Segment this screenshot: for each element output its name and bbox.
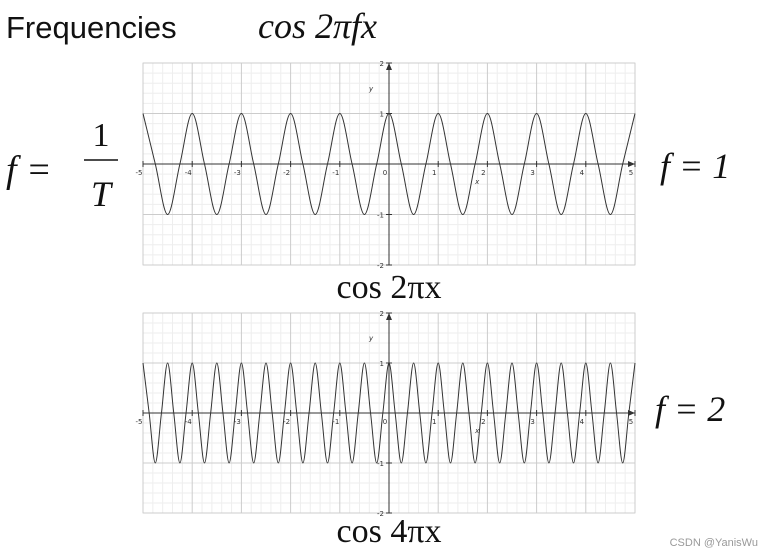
x-tick-label: -2 [283, 418, 290, 426]
x-tick-label: 2 [481, 169, 485, 177]
x-axis-arrow [628, 410, 635, 416]
chart-caption: cos 2πx [337, 269, 442, 306]
y-axis-label: y [368, 85, 374, 93]
formula: cos 2πfx [258, 6, 377, 46]
note-lhs: f = [6, 149, 52, 191]
slide-title: Frequencies [6, 10, 177, 45]
x-tick-label: -5 [136, 418, 143, 426]
x-tick-label: -4 [185, 418, 193, 426]
y-tick-label: 2 [380, 60, 384, 68]
x-tick-label: 0 [383, 418, 387, 426]
x-tick-label: 4 [580, 169, 585, 177]
x-tick-label: 2 [481, 418, 485, 426]
x-axis-label: x [474, 427, 480, 435]
x-tick-label: -5 [136, 169, 143, 177]
x-tick-label: 5 [629, 169, 633, 177]
y-tick-label: -2 [377, 262, 384, 270]
note-numerator: 1 [93, 117, 110, 154]
x-tick-label: 1 [432, 418, 436, 426]
frequency-label: f = 1 [660, 146, 730, 186]
x-tick-label: -1 [332, 418, 339, 426]
x-axis-arrow [628, 161, 635, 167]
x-tick-label: 0 [383, 169, 387, 177]
frequency-label: f = 2 [655, 389, 725, 429]
x-tick-label: 3 [530, 169, 534, 177]
y-axis-label: y [368, 335, 374, 343]
y-tick-label: -1 [377, 460, 384, 468]
curve [142, 362, 636, 464]
y-tick-label: 1 [380, 111, 384, 119]
x-tick-label: 5 [629, 418, 633, 426]
watermark: CSDN @YanisWu [670, 537, 758, 549]
x-tick-label: -1 [332, 169, 339, 177]
y-tick-label: -2 [377, 510, 384, 518]
x-tick-label: -4 [185, 169, 193, 177]
note-denominator: T [91, 174, 114, 214]
x-tick-label: 3 [530, 418, 534, 426]
x-tick-label: -2 [283, 169, 290, 177]
x-tick-label: -3 [234, 169, 241, 177]
y-axis-arrow [386, 313, 392, 320]
y-tick-label: 2 [380, 310, 384, 318]
chart-caption: cos 4πx [337, 513, 442, 550]
y-tick-label: 1 [380, 360, 384, 368]
curve [142, 112, 636, 216]
x-tick-label: 1 [432, 169, 436, 177]
x-tick-label: 4 [580, 418, 585, 426]
x-axis-label: x [474, 178, 480, 186]
y-tick-label: -1 [377, 212, 384, 220]
x-tick-label: -3 [234, 418, 241, 426]
y-axis-arrow [386, 63, 392, 70]
